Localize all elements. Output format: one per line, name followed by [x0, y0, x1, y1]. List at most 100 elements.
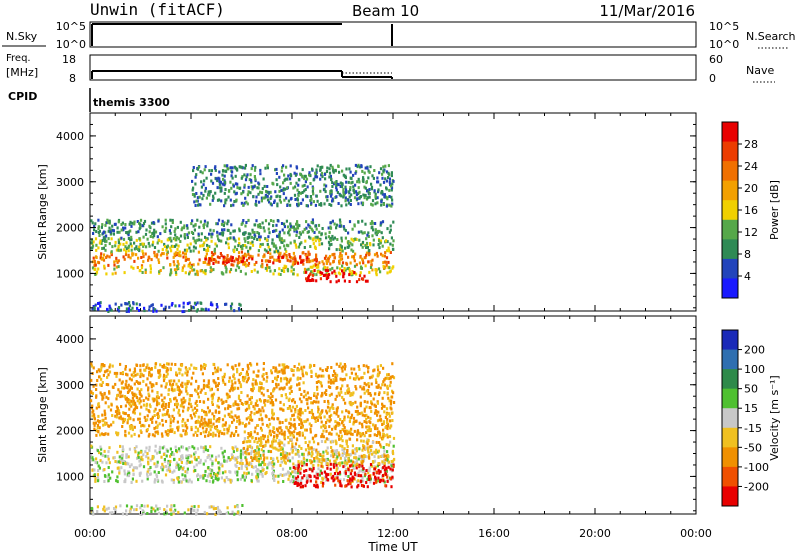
range-cell — [232, 447, 235, 451]
range-cell — [259, 245, 262, 249]
range-cell — [381, 220, 385, 224]
range-cell — [153, 462, 156, 466]
range-cell — [371, 258, 374, 262]
range-cell — [208, 454, 211, 458]
range-cell — [352, 173, 355, 177]
range-cell — [362, 178, 365, 182]
range-cell — [210, 256, 213, 260]
range-cell — [294, 198, 297, 201]
range-cell — [229, 478, 232, 482]
range-cell — [331, 476, 334, 480]
range-cell — [366, 189, 369, 193]
range-cell — [115, 248, 118, 252]
range-cell — [182, 429, 185, 433]
range-cell — [242, 441, 245, 444]
range-cell — [357, 177, 360, 181]
range-cell — [107, 424, 110, 428]
range-cell — [195, 173, 198, 177]
range-cell — [188, 301, 191, 305]
range-cell — [371, 234, 374, 238]
range-cell — [316, 476, 319, 480]
range-cell — [283, 377, 286, 381]
range-cell — [265, 259, 268, 263]
range-cell — [90, 219, 93, 223]
colorbar-swatch — [722, 161, 738, 182]
range-cell — [388, 177, 391, 181]
range-cell — [184, 474, 187, 478]
range-cell — [286, 269, 290, 273]
range-cell — [360, 479, 363, 483]
range-cell — [293, 475, 296, 479]
range-cell — [122, 462, 125, 465]
range-cell — [197, 478, 200, 482]
range-cell — [277, 459, 280, 463]
range-cell — [132, 371, 135, 375]
range-cell — [241, 257, 244, 261]
range-cell — [179, 220, 182, 224]
range-cell — [297, 466, 300, 470]
range-cell — [220, 398, 223, 402]
range-cell — [226, 431, 229, 435]
range-cell — [349, 472, 353, 476]
colorbar-swatch — [722, 180, 738, 201]
range-cell — [275, 427, 279, 431]
range-cell — [94, 477, 97, 481]
range-cell — [140, 388, 143, 392]
range-cell — [303, 469, 306, 473]
range-cell — [350, 248, 353, 252]
range-cell — [205, 249, 208, 252]
range-cell — [180, 455, 183, 459]
range-cell — [319, 416, 322, 420]
range-cell — [374, 222, 377, 225]
range-cell — [115, 374, 118, 378]
range-cell — [211, 434, 215, 438]
range-cell — [367, 388, 370, 392]
range-cell — [264, 472, 267, 476]
range-cell — [286, 225, 290, 229]
range-cell — [184, 256, 188, 259]
range-cell — [195, 309, 198, 313]
range-cell — [253, 430, 256, 434]
range-cell — [90, 452, 93, 456]
range-cell — [334, 271, 337, 275]
range-cell — [195, 399, 198, 403]
range-cell — [182, 226, 186, 230]
range-cell — [94, 255, 98, 259]
range-cell — [173, 263, 176, 267]
range-cell — [107, 310, 110, 313]
range-cell — [350, 392, 353, 396]
range-cell — [223, 164, 226, 168]
range-cell — [127, 233, 130, 237]
range-cell — [109, 230, 112, 234]
range-cell — [214, 259, 217, 263]
range-cell — [340, 254, 343, 258]
range-cell — [94, 263, 97, 267]
range-cell — [210, 235, 213, 239]
range-cell — [168, 229, 171, 233]
range-cell — [277, 441, 280, 445]
range-cell — [95, 230, 98, 233]
range-cell — [129, 507, 132, 511]
range-cell — [370, 382, 373, 386]
range-cell — [279, 440, 282, 444]
range-cell — [241, 378, 245, 382]
range-cell — [294, 447, 298, 451]
range-cell — [237, 244, 240, 248]
range-cell — [283, 371, 286, 375]
range-cell — [117, 265, 120, 269]
range-cell — [335, 442, 338, 446]
range-cell — [125, 385, 128, 389]
range-cell — [259, 413, 262, 417]
range-cell — [379, 270, 382, 274]
range-cell — [210, 425, 213, 429]
range-cell — [175, 463, 178, 467]
range-cell — [132, 466, 136, 470]
range-cell — [292, 272, 295, 276]
range-cell — [96, 473, 99, 477]
range-cell — [298, 397, 302, 401]
range-cell — [163, 245, 166, 248]
range-cell — [382, 266, 386, 270]
range-cell — [171, 451, 174, 454]
range-cell — [175, 243, 178, 247]
range-cell — [107, 383, 110, 387]
